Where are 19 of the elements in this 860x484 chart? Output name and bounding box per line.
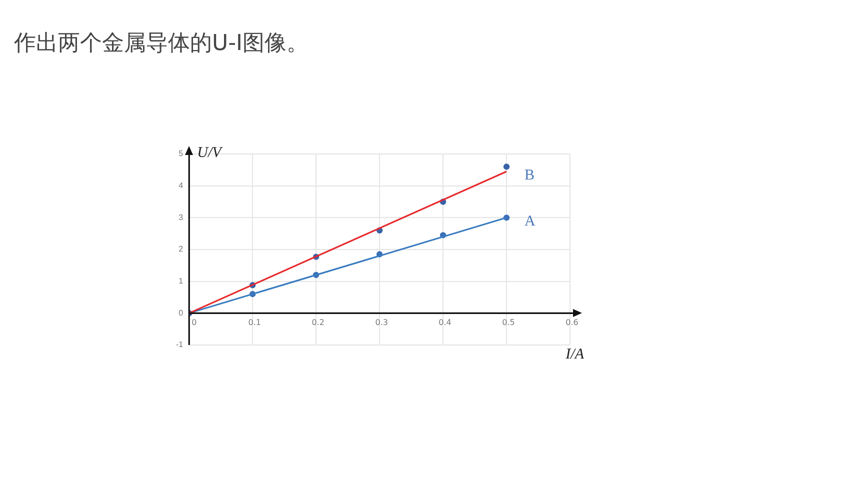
x-tick-label: 0 [192,318,197,328]
y-tick-label: 2 [178,244,184,254]
series-label: A [524,214,536,230]
x-tick-label: 0.5 [502,318,515,328]
chart-title: 作出两个金属导体的U-I图像。 [14,30,309,58]
y-tick-label: 3 [178,212,184,222]
x-axis-title: I/A [564,346,585,362]
x-tick-label: 0.4 [438,318,452,328]
x-tick-label: 0.3 [375,318,388,328]
y-tick-label: 5 [178,149,184,158]
x-tick-label: 0.1 [248,318,261,328]
y-tick-label: 1 [178,276,184,286]
series-label: B [524,167,535,184]
x-tick-label: 0.2 [312,318,324,328]
x-tick-label: 0.6 [566,318,578,328]
y-tick-label: 4 [178,181,184,190]
y-tick-label: -1 [176,340,184,350]
y-tick-label: 0 [178,308,184,318]
y-axis-title: U/V [197,144,224,161]
